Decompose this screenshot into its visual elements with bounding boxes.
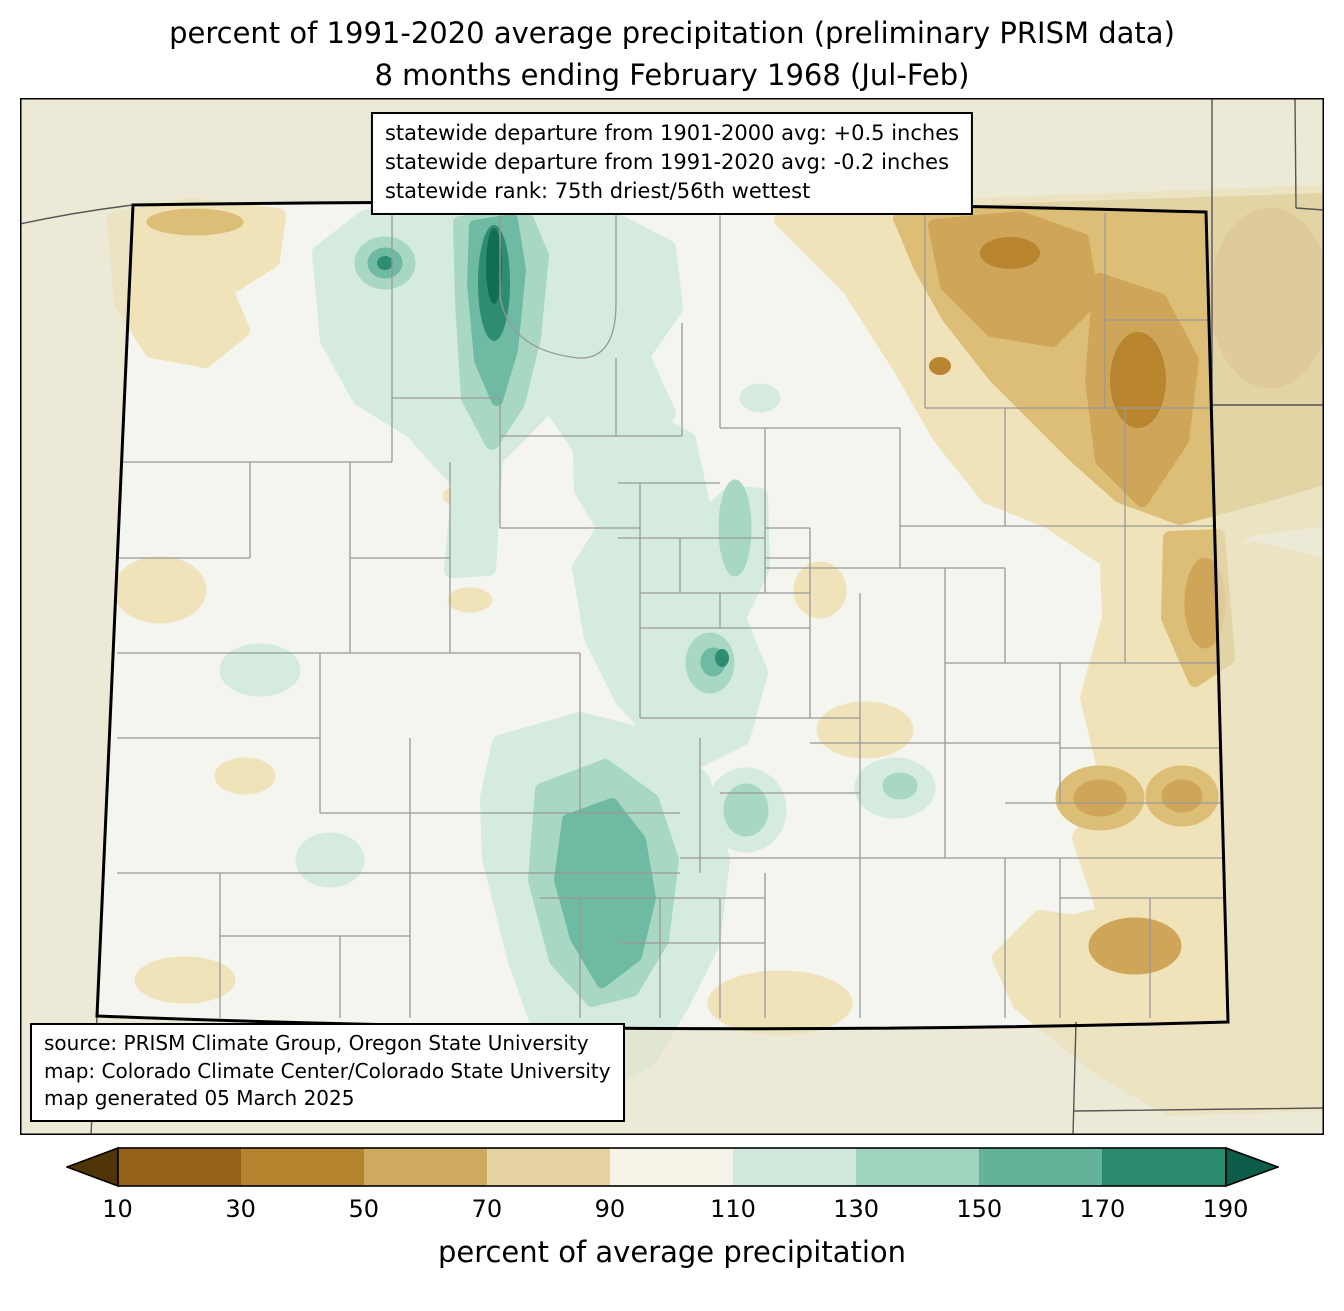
statewide-stats-box: statewide departure from 1901-2000 avg: … xyxy=(370,112,974,215)
colorbar-seg-90-110 xyxy=(609,1148,734,1186)
axes-frame xyxy=(20,98,1324,1135)
tick-110: 110 xyxy=(710,1195,756,1223)
source-line: source: PRISM Climate Group, Oregon Stat… xyxy=(44,1031,589,1056)
colorbar-seg-130-150 xyxy=(855,1148,980,1186)
tick-50: 50 xyxy=(348,1195,379,1223)
tick-170: 170 xyxy=(1079,1195,1126,1223)
stats-rank: statewide rank: 75th driest/56th wettest xyxy=(384,178,811,203)
colorbar-seg-150-170 xyxy=(978,1148,1103,1186)
brown-blobs xyxy=(542,237,1166,428)
colorado-precipitation-map xyxy=(20,98,1324,1135)
colorbar-seg-110-130 xyxy=(732,1148,857,1186)
colorbar-seg-30-50 xyxy=(240,1148,365,1186)
colorbar-low-arrow xyxy=(64,1146,119,1188)
colorbar-bar xyxy=(64,1146,1280,1188)
tick-90: 90 xyxy=(594,1195,626,1223)
stats-departure-1991: statewide departure from 1991-2020 avg: … xyxy=(384,149,950,174)
colorbar-ticks: 10 30 50 70 90 110 130 150 170 190 xyxy=(102,1195,1248,1227)
map-generated-line: map generated 05 March 2025 xyxy=(44,1086,355,1111)
tick-70: 70 xyxy=(471,1195,503,1223)
colorbar-seg-10-30 xyxy=(117,1148,242,1186)
colorbar-seg-70-90 xyxy=(486,1148,611,1186)
county-boundaries xyxy=(117,206,1228,1018)
tick-130: 130 xyxy=(833,1195,880,1223)
tick-10: 10 xyxy=(102,1195,133,1223)
teal-darkest-blobs xyxy=(486,228,502,304)
source-box: source: PRISM Climate Group, Oregon Stat… xyxy=(30,1023,625,1122)
tick-30: 30 xyxy=(225,1195,256,1223)
colorbar: 10 30 50 70 90 110 130 150 170 190 perce… xyxy=(64,1146,1280,1269)
colorbar-high-arrow xyxy=(1224,1146,1280,1188)
figure-title: percent of 1991-2020 average precipitati… xyxy=(0,12,1344,96)
colorbar-axis-label: percent of average precipitation xyxy=(437,1235,907,1269)
tick-190: 190 xyxy=(1202,1195,1249,1223)
title-line-2: 8 months ending February 1968 (Jul-Feb) xyxy=(374,58,970,92)
figure: percent of 1991-2020 average precipitati… xyxy=(0,12,1344,1269)
map-credit-line: map: Colorado Climate Center/Colorado St… xyxy=(44,1058,611,1083)
map-area: statewide departure from 1901-2000 avg: … xyxy=(20,98,1324,1135)
colorbar-seg-170-190 xyxy=(1101,1148,1226,1186)
colorbar-seg-50-70 xyxy=(363,1148,488,1186)
title-line-1: percent of 1991-2020 average precipitati… xyxy=(169,16,1175,50)
stats-departure-1901: statewide departure from 1901-2000 avg: … xyxy=(384,121,960,145)
tick-150: 150 xyxy=(956,1195,1003,1223)
